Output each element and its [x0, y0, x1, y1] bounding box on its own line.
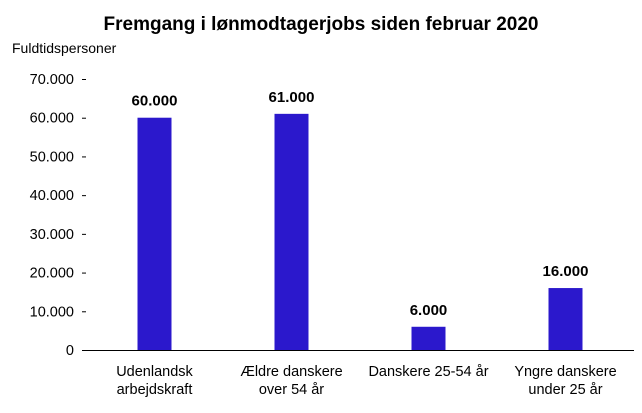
y-tick-label: 0 [66, 343, 74, 359]
y-axis-ticks: 0 10.000 20.000 30.000 40.000 50.000 60.000 70.… [30, 72, 86, 359]
bar-value-label: 16.000 [543, 263, 589, 280]
y-axis-label: Fuldtidspersoner [12, 40, 117, 56]
x-tick-label: Yngre danskere [514, 364, 616, 380]
bars [137, 113, 583, 350]
chart-title: Fremgang i lønmodtagerjobs siden februar… [104, 14, 539, 35]
x-tick-label: over 54 år [259, 382, 324, 398]
x-tick-label: under 25 år [528, 382, 602, 398]
bar-value-label: 6.000 [410, 302, 448, 319]
y-tick-label: 50.000 [30, 149, 74, 165]
x-axis-labels: Udenlandsk arbejdskraft Ældre danskere over… [116, 364, 616, 398]
y-tick-label: 30.000 [30, 227, 74, 243]
data-labels: 60.000 61.000 6.000 16.000 [132, 89, 589, 319]
bar-value-label: 60.000 [132, 93, 178, 110]
x-tick-label: Danskere 25-54 år [368, 364, 488, 380]
y-tick-label: 40.000 [30, 188, 74, 204]
bar [274, 113, 309, 350]
bar [548, 288, 583, 350]
bar-value-label: 61.000 [269, 89, 315, 106]
y-tick-label: 20.000 [30, 266, 74, 282]
x-tick-label: Ældre danskere [240, 364, 342, 380]
bar [137, 117, 172, 350]
x-tick-label: Udenlandsk [116, 364, 193, 380]
y-tick-label: 70.000 [30, 72, 74, 88]
y-tick-label: 10.000 [30, 304, 74, 320]
bar [411, 326, 446, 350]
x-tick-label: arbejdskraft [117, 382, 193, 398]
y-tick-label: 60.000 [30, 111, 74, 127]
